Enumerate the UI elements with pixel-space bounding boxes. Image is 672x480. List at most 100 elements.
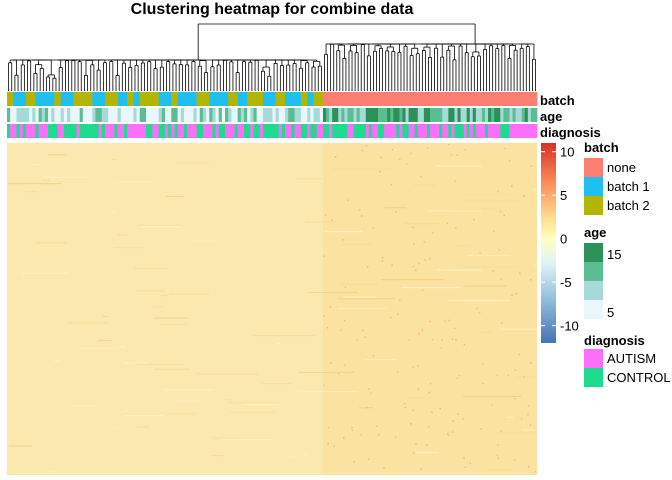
age-cell — [127, 108, 131, 122]
age-cell — [51, 108, 55, 122]
batch-cell — [451, 92, 455, 106]
batch-cell — [117, 92, 122, 106]
diagnosis-cell — [82, 124, 87, 138]
age-cell — [123, 108, 128, 122]
batch-cell — [344, 92, 348, 106]
age-cell — [430, 108, 434, 122]
diagnosis-cell — [196, 124, 201, 138]
age-cell — [475, 108, 480, 122]
diagnosis-cell — [25, 124, 30, 138]
diagnosis-cell — [304, 124, 308, 138]
age-cell — [98, 108, 103, 122]
batch-cell — [445, 92, 449, 106]
color-scale-tick-label: 10 — [560, 145, 574, 160]
batch-cell — [41, 92, 46, 106]
diagnosis-cell — [387, 124, 391, 138]
batch-cell — [417, 92, 422, 106]
batch-cell — [530, 92, 535, 106]
diagnosis-cell — [272, 124, 276, 138]
age-cell — [420, 108, 425, 122]
batch-cell — [448, 92, 452, 106]
batch-cell — [442, 92, 446, 106]
diagnosis-cell — [231, 124, 235, 138]
diagnosis-cell — [48, 124, 52, 138]
age-cell — [472, 108, 477, 122]
batch-cell — [469, 92, 474, 106]
diagnosis-cell — [278, 124, 283, 138]
batch-cell — [155, 92, 160, 106]
age-cell — [92, 108, 96, 122]
age-cell — [481, 108, 486, 122]
age-cell — [503, 108, 507, 122]
age-cell — [266, 108, 270, 122]
batch-cell — [180, 92, 185, 106]
diagnosis-cell — [475, 124, 480, 138]
batch-cell — [51, 92, 55, 106]
diagnosis-cell — [463, 124, 468, 138]
age-cell — [199, 108, 204, 122]
batch-cell — [524, 92, 529, 106]
batch-cell — [152, 92, 156, 106]
diagnosis-cell — [313, 124, 318, 138]
age-cell — [285, 108, 289, 122]
age-cell — [104, 108, 109, 122]
batch-cell — [108, 92, 112, 106]
batch-cell — [316, 92, 321, 106]
diagnosis-cell — [365, 124, 370, 138]
diagnosis-cell — [206, 124, 210, 138]
batch-cell — [399, 92, 403, 106]
age-cell — [275, 108, 280, 122]
diagnosis-cell — [44, 124, 49, 138]
diagnosis-cell — [326, 124, 330, 138]
diagnosis-cell — [288, 124, 292, 138]
diagnosis-cell — [374, 124, 379, 138]
diagnosis-legend-swatch — [584, 349, 603, 368]
batch-cell — [426, 92, 431, 106]
batch-row-label: batch — [540, 93, 575, 108]
diagnosis-cell — [152, 124, 156, 138]
age-cell — [506, 108, 510, 122]
diagnosis-cell — [442, 124, 446, 138]
age-cell — [378, 108, 382, 122]
diagnosis-legend-label: AUTISM — [607, 351, 656, 366]
color-scale-ticks: 10 5 0 -5 -10 — [541, 145, 579, 334]
age-cell — [402, 108, 406, 122]
diagnosis-cell — [445, 124, 449, 138]
diagnosis-cell — [92, 124, 96, 138]
batch-cell — [356, 92, 361, 106]
diagnosis-legend-swatch — [584, 368, 603, 387]
age-cell — [350, 108, 354, 122]
diagnosis-cell — [316, 124, 321, 138]
diagnosis-row-label: diagnosis — [540, 125, 601, 140]
batch-cell — [215, 92, 220, 106]
batch-cell — [168, 92, 172, 106]
batch-legend-swatch — [584, 158, 603, 177]
diagnosis-cell — [168, 124, 172, 138]
batch-cell — [266, 92, 270, 106]
diagnosis-cell — [319, 124, 324, 138]
diagnosis-cell — [54, 124, 58, 138]
age-cell — [313, 108, 318, 122]
diagnosis-cell — [225, 124, 229, 138]
diagnosis-cell — [250, 124, 254, 138]
diagnosis-cell — [149, 124, 153, 138]
age-cell — [439, 108, 443, 122]
age-cell — [356, 108, 361, 122]
diagnosis-cell — [234, 124, 239, 138]
diagnosis-cell — [7, 124, 11, 138]
batch-cell — [177, 92, 182, 106]
age-cell — [533, 108, 538, 122]
diagnosis-cell — [16, 124, 21, 138]
diagnosis-cell — [494, 124, 498, 138]
age-cell — [225, 108, 229, 122]
batch-cell — [387, 92, 391, 106]
age-cell — [384, 108, 388, 122]
batch-cell — [275, 92, 280, 106]
batch-cell — [365, 92, 370, 106]
batch-cell — [67, 92, 71, 106]
batch-cell — [307, 92, 311, 106]
diagnosis-cell — [123, 124, 128, 138]
batch-cell — [142, 92, 147, 106]
diagnosis-cell — [209, 124, 213, 138]
diagnosis-cell — [356, 124, 361, 138]
